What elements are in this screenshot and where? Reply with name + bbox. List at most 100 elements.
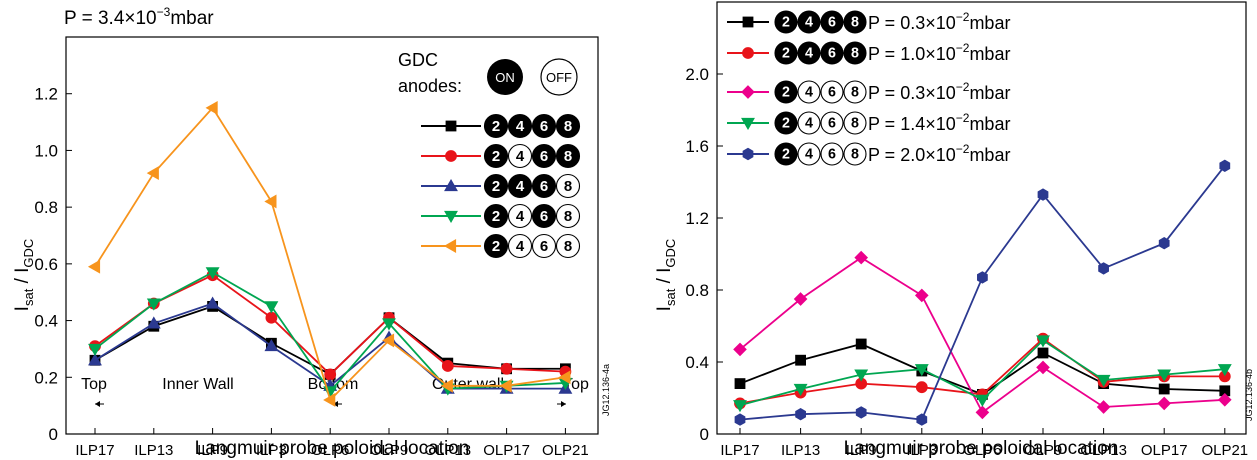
- region-arrow-head-2: [333, 401, 338, 407]
- right-legend-2-anode-8-number: 8: [851, 46, 859, 62]
- series-1-point: [795, 354, 806, 366]
- right-legend-1-anode-4-number: 4: [805, 15, 813, 31]
- right-legend-2-anode-6-on-icon: [820, 41, 844, 65]
- series-2-point: [915, 381, 928, 394]
- right-legend-3-anode-2-number: 2: [782, 85, 790, 101]
- legend-3-anode-8-number: 8: [564, 178, 572, 195]
- legend-4-anode-8-number: 8: [564, 208, 572, 225]
- right-legend-3-anode-8-number: 8: [851, 85, 859, 101]
- left-plot-frame: [65, 36, 599, 435]
- series-3: [733, 250, 1232, 420]
- legend-4-anode-4-number: 4: [516, 208, 525, 225]
- series-5-point: [1037, 188, 1049, 201]
- right-legend-1-anode-6-number: 6: [828, 15, 836, 31]
- legend-marker: [444, 210, 458, 224]
- right-legend-4-anode-6-off-icon: [820, 111, 844, 135]
- series-4-point: [146, 298, 161, 311]
- right-legend-4-anode-8-number: 8: [851, 116, 859, 132]
- legend-1-anode-4-on-icon: [507, 113, 533, 139]
- right-legend-5-anode-6-number: 6: [828, 147, 836, 163]
- legend-1-anode-4-number: 4: [516, 118, 525, 135]
- y-tick-label: 0: [700, 425, 709, 444]
- x-tick-label-olp21: OLP21: [542, 442, 589, 459]
- legend-1-anode-6-on-icon: [531, 113, 557, 139]
- series-5-point: [499, 378, 512, 393]
- legend-2-anode-8-on-icon: [555, 143, 581, 169]
- x-tick-label-olp6: OLP6: [311, 442, 349, 459]
- legend-marker: [742, 47, 754, 59]
- series-5-point: [440, 378, 453, 393]
- right-legend-1-anode-8-number: 8: [851, 15, 859, 31]
- right-legend-2-anode-4-on-icon: [797, 41, 821, 65]
- x-tick-label-olp17: OLP17: [1141, 442, 1188, 459]
- region-label-top-left: Top: [81, 376, 107, 393]
- legend-3-anode-2-on-icon: [483, 173, 509, 199]
- legend-1-anode-2-on-icon: [483, 113, 509, 139]
- right-legend-4-anode-2-on-icon: [774, 111, 798, 135]
- legend-5-anode-4-number: 4: [516, 238, 525, 255]
- x-tick-label-ilp13: ILP13: [781, 442, 820, 459]
- legend-2-anode-6-number: 6: [540, 148, 548, 165]
- right-legend-5-anode-8-off-icon: [843, 142, 867, 166]
- legend-3-anode-6-on-icon: [531, 173, 557, 199]
- series-2-point: [265, 311, 278, 324]
- legend-5-anode-8-off-icon: [555, 233, 581, 259]
- series-1-point: [1158, 383, 1170, 395]
- legend-title-anodes: anodes:: [398, 76, 462, 96]
- right-series: [733, 159, 1232, 426]
- legend-marker: [444, 178, 458, 192]
- series-5-point: [855, 406, 867, 419]
- y-tick-label: 1.6: [685, 137, 709, 156]
- series-3-point: [733, 342, 747, 357]
- series-4-point: [1157, 369, 1172, 382]
- series-4-point: [205, 267, 220, 280]
- right-legend-1-anode-6-on-icon: [820, 10, 844, 34]
- legend-marker: [741, 117, 755, 131]
- series-4-point: [854, 369, 869, 382]
- series-5-point: [734, 413, 746, 426]
- legend-5-anode-4-off-icon: [507, 233, 533, 259]
- series-1-point: [1037, 347, 1049, 359]
- legend-2-anode-6-on-icon: [531, 143, 557, 169]
- right-legend-1-anode-8-on-icon: [843, 10, 867, 34]
- right-ticks: 0 0.4 0.8 1.2 1.6 2.0 ILP17 ILP13 ILP9 ILP3 OLP6 OL…: [685, 65, 1248, 459]
- legend-3-anode-2-number: 2: [492, 178, 500, 195]
- right-legend-2-anode-6-number: 6: [828, 46, 836, 62]
- series-3-point: [914, 288, 929, 303]
- series-5-point: [1158, 236, 1170, 250]
- x-tick-label-ilp9: ILP9: [846, 442, 877, 459]
- legend-title-gdc: GDC: [398, 50, 438, 70]
- legend-4-anode-6-number: 6: [540, 208, 548, 225]
- right-legend-3-anode-6-number: 6: [828, 85, 836, 101]
- left-legend: GDC anodes: ON OFF 2 4 6 82 4 6 82 4 6 82 4 6 82 4 6 8: [398, 50, 581, 259]
- series-5-point: [264, 194, 277, 209]
- series-3-point: [1096, 400, 1111, 414]
- y-tick-label: 0.8: [685, 281, 709, 300]
- legend-label: P = 0.3×10−2mbar: [868, 10, 1010, 33]
- series-2: [89, 269, 572, 381]
- right-legend-3-anode-4-off-icon: [797, 80, 821, 104]
- series-5-point: [323, 393, 336, 407]
- series-3-point: [1036, 360, 1050, 375]
- legend-4-anode-8-off-icon: [555, 203, 581, 229]
- right-legend-1-anode-2-number: 2: [782, 15, 790, 31]
- legend-label: P = 0.3×10−2mbar: [868, 80, 1010, 103]
- left-ticks: 0 0.2 0.4 0.6 0.8 1.0 1.2 ILP17 ILP13 ILP9 ILP3 OLP…: [34, 85, 588, 459]
- legend-5-anode-6-off-icon: [531, 233, 557, 259]
- right-legend-2-anode-8-on-icon: [843, 41, 867, 65]
- legend-5-anode-8-number: 8: [564, 238, 572, 255]
- series-3-point: [205, 296, 220, 309]
- right-legend-3-anode-4-number: 4: [805, 85, 813, 101]
- series-5-point: [558, 370, 571, 385]
- legend-label: P = 1.4×10−2mbar: [868, 111, 1010, 134]
- left-series: [87, 100, 573, 407]
- series-4-point: [1096, 374, 1111, 388]
- right-chart: Isat / IGDC Langmuir probe poloidal loca…: [654, 1, 1254, 459]
- legend-marker: [443, 239, 457, 253]
- series-3-point: [1217, 392, 1232, 407]
